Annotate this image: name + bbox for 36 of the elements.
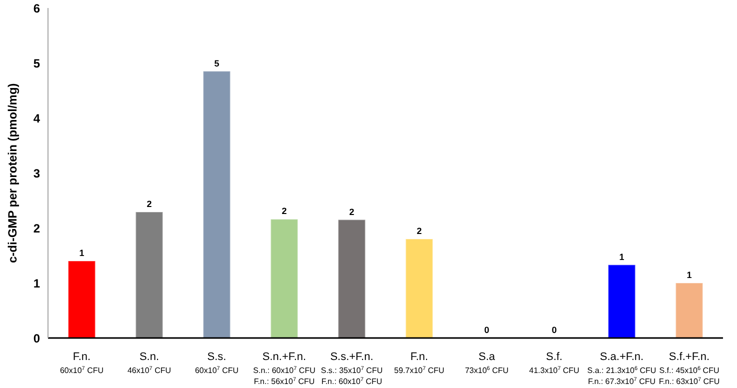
bar	[270, 218, 298, 338]
x-tick-label: S.a.+F.n. S.a.: 21.3x10$^{6}$ CFU F.n.: 67.3x10$^{7}$ CFU	[587, 351, 656, 386]
bar	[675, 282, 704, 338]
x-tick-label: S.n.+F.n. S.n.: 60x10$^{7}$ CFU F.n.: 56x10$^{7}$ CFU	[253, 351, 316, 386]
y-tick-label: 0	[33, 331, 40, 346]
x-tick-label: S.s. 60x10$^{7}$ CFU	[194, 351, 239, 375]
x-tick-label: S.n. 46x10$^{7}$ CFU	[127, 351, 172, 375]
bar	[338, 219, 366, 338]
y-tick-label: 2	[33, 221, 40, 236]
bar	[608, 264, 636, 338]
bar	[405, 238, 434, 338]
data-label: 1	[619, 252, 624, 262]
y-tick-label: 4	[33, 111, 40, 126]
data-label: 0	[552, 325, 557, 335]
data-label: 2	[349, 206, 354, 217]
y-tick-label: 3	[33, 166, 40, 180]
bar	[135, 212, 164, 338]
data-label: 2	[146, 199, 152, 210]
data-label: 1	[79, 248, 84, 258]
x-tick-label: F.n. 60x10$^{7}$ CFU	[60, 351, 104, 375]
y-tick-label: 6	[33, 1, 40, 16]
data-label: 1	[686, 270, 692, 280]
x-tick-label: F.n. 59.7x10$^{7}$ CFU	[394, 351, 445, 375]
data-label: 5	[214, 58, 220, 68]
x-tick-label: S.a 73x10$^{6}$ CFU	[464, 351, 509, 375]
bar	[68, 260, 96, 338]
y-axis-title: c-di-GMP per protein (pmol/mg)	[5, 83, 20, 263]
x-tick-label: S.f.+F.n. S.f.: 45x10$^{6}$ CFU F.n.: 63x10$^{7}$ CFU	[658, 351, 720, 386]
x-tick-label: S.f. 41.3x10$^{7}$ CFU	[529, 351, 580, 375]
data-label: 2	[282, 206, 287, 216]
y-tick-label: 5	[33, 56, 40, 70]
y-tick-label: 1	[33, 276, 40, 290]
data-label: 2	[416, 226, 422, 236]
x-tick-label: S.s.+F.n. S.s.: 35x10$^{7}$ CFU F.n.: 60x10$^{7}$ CFU	[320, 351, 383, 386]
bar	[202, 70, 231, 338]
data-label: 0	[484, 325, 490, 335]
